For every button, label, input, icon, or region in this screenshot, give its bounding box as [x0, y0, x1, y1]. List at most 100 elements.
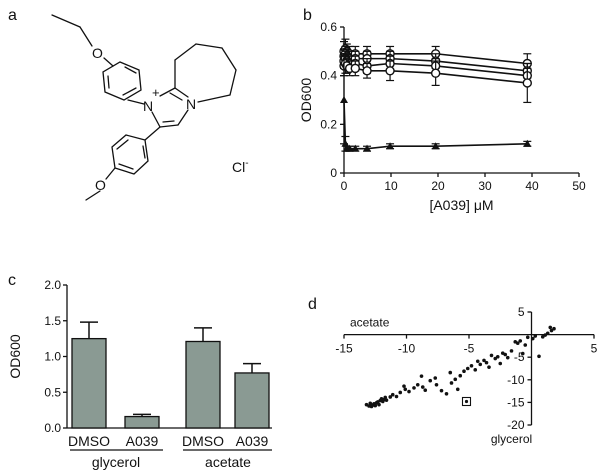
data-point-triangle	[363, 144, 372, 152]
scatter-point	[390, 392, 395, 397]
highlight-box	[461, 396, 472, 407]
bar-1	[71, 337, 107, 429]
scatter-point	[533, 334, 538, 338]
scatter-point	[434, 382, 439, 387]
scatter-point	[403, 387, 408, 392]
panel-label-c: c	[8, 272, 16, 289]
scatter-point	[394, 394, 399, 399]
scatter-point	[462, 369, 466, 374]
panel-label-d: d	[308, 296, 317, 313]
y-tick-label: 1.0	[44, 350, 61, 364]
scatter-point	[548, 325, 553, 330]
scatter-point	[402, 384, 406, 388]
y-tick-label: -15	[507, 395, 525, 409]
scatter-point	[543, 333, 548, 337]
y-tick-label: 0	[330, 166, 337, 180]
chloride-ion: Cl-	[232, 158, 249, 175]
charge-plus: +	[152, 85, 160, 100]
y-tick-label: -10	[507, 373, 525, 387]
scatter-point	[439, 388, 444, 393]
x-tick-label: 0	[341, 179, 348, 193]
data-point-triangle	[431, 142, 440, 150]
category-label: DMSO	[68, 433, 110, 449]
scatter-point	[455, 387, 460, 392]
scatter-point	[420, 385, 425, 389]
scatter-point	[473, 368, 478, 372]
atom-oxygen-top: O	[92, 45, 103, 61]
atom-oxygen-bottom: O	[95, 177, 106, 193]
data-point-circle	[350, 63, 360, 74]
data-point-circle	[362, 66, 372, 76]
scatter-point	[398, 390, 403, 395]
y-axis-label: OD600	[298, 78, 314, 123]
scatter-point	[540, 335, 545, 339]
x-tick-label: 5	[591, 342, 598, 356]
scatter-point	[407, 389, 411, 394]
scatter-point	[487, 365, 491, 369]
data-point-triangle	[523, 139, 532, 147]
x-tick-label: -15	[335, 342, 353, 356]
panel-label-b: b	[303, 7, 312, 24]
scatter-point	[530, 336, 535, 341]
scatter-point	[412, 386, 416, 390]
category-label: A039	[236, 433, 269, 449]
scatter-point	[484, 360, 489, 365]
y-tick-label: 1.5	[44, 314, 61, 328]
scatter-point	[449, 381, 454, 385]
scatter-point	[453, 377, 458, 382]
y-tick-label: -20	[507, 418, 525, 432]
scatter-point	[503, 352, 508, 357]
scatter-point	[423, 388, 428, 392]
chemical-structure: O N + N O Cl-	[51, 14, 249, 201]
x-tick-label: 10	[384, 179, 398, 193]
scatter-point	[482, 358, 486, 363]
y-axis-label: glycerol	[491, 432, 532, 446]
y-tick-label: 0.4	[320, 69, 337, 83]
scatter-point	[415, 382, 420, 387]
data-point-circle	[430, 68, 441, 78]
x-tick-label: -5	[464, 342, 475, 356]
series-line-5	[343, 99, 528, 150]
scatter-point	[552, 326, 556, 331]
bar-3	[185, 340, 221, 429]
data-point-triangle	[340, 96, 348, 103]
data-point-circle	[385, 66, 395, 76]
scatter-point	[520, 351, 525, 356]
panel-c-chart: 0.0 0.5 1.0 1.5 2.0 OD600 DMSO A039 DMSO A039 glyc…	[7, 278, 272, 470]
y-axis-label: OD600	[7, 334, 23, 379]
scatter-point	[384, 398, 389, 402]
scatter-point	[537, 354, 541, 359]
bar-2	[124, 415, 160, 429]
highlight-point	[464, 399, 469, 404]
data-point-circle	[522, 78, 532, 88]
scatter-point	[448, 370, 453, 375]
scatter-point	[377, 402, 381, 407]
scatter-point	[419, 374, 424, 378]
scatter-point	[509, 349, 514, 353]
scatter-point	[383, 395, 388, 400]
scatter-point	[523, 343, 528, 347]
scatter-point	[545, 331, 550, 336]
atom-nitrogen-cation: N	[143, 98, 153, 114]
scatter-point	[469, 363, 474, 368]
scatter-point	[525, 335, 530, 340]
scatter-point	[518, 339, 523, 343]
y-tick-label: 0.0	[44, 421, 61, 435]
scatter-point	[475, 359, 480, 364]
x-tick-label: 50	[572, 179, 586, 193]
scatter-point	[493, 356, 498, 361]
scatter-point	[505, 355, 510, 360]
y-tick-label: 0.2	[320, 117, 337, 131]
category-label: A039	[126, 433, 159, 449]
x-tick-label: -10	[398, 342, 416, 356]
panel-label-a: a	[8, 7, 17, 24]
scatter-point	[465, 366, 470, 371]
data-point-triangle	[386, 142, 395, 150]
y-tick-label: -5	[514, 350, 525, 364]
scatter-point	[428, 378, 433, 383]
group-label-glycerol: glycerol	[92, 454, 140, 470]
panel-b-chart: 0 0.2 0.4 0.6 0 10 20 30 40 50 [A039] μM OD600	[298, 20, 586, 213]
x-axis-label: acetate	[350, 316, 390, 330]
scatter-point	[444, 392, 449, 396]
atom-nitrogen: N	[186, 96, 196, 112]
